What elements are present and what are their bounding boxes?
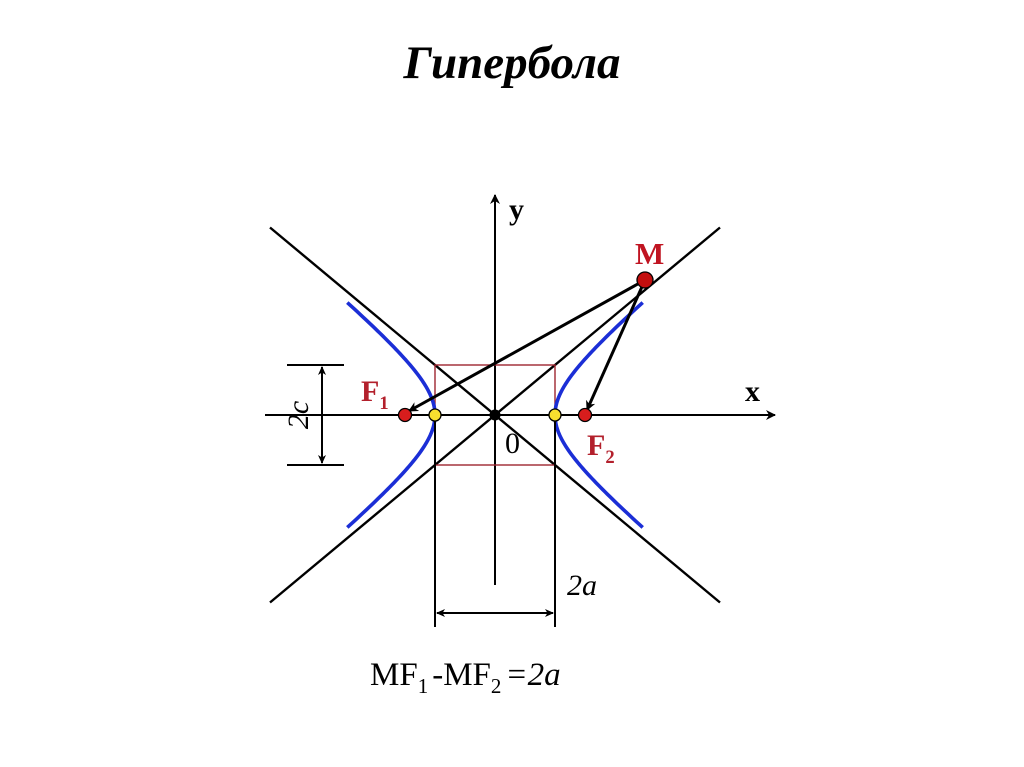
vertex-left bbox=[429, 409, 441, 421]
segment-M-F1 bbox=[409, 280, 645, 411]
label-F1-sub: 1 bbox=[379, 393, 388, 414]
focus-F2 bbox=[579, 409, 592, 422]
label-F2-F: F bbox=[587, 429, 605, 462]
label-M: M bbox=[635, 236, 664, 271]
vertex-right bbox=[549, 409, 561, 421]
eqn-mid: -MF bbox=[432, 657, 491, 693]
label-y-axis: y bbox=[509, 193, 524, 226]
diagram-container: y x M F1 F2 0 2c 2a MF1-MF2=2a bbox=[215, 165, 795, 730]
eqn-MF1: MF bbox=[370, 657, 418, 693]
equation: MF1-MF2=2a bbox=[370, 657, 561, 698]
segment-M-F2 bbox=[587, 280, 645, 410]
point-M bbox=[637, 272, 653, 288]
label-F2: F2 bbox=[587, 429, 615, 468]
page-title: Гипербола bbox=[0, 36, 1024, 90]
label-F1-F: F bbox=[361, 375, 379, 408]
label-F1: F1 bbox=[361, 375, 389, 414]
label-2a: 2a bbox=[567, 569, 597, 602]
label-origin: 0 bbox=[505, 427, 520, 460]
origin-point bbox=[490, 410, 501, 421]
eqn-sub1: 1 bbox=[418, 674, 429, 698]
label-x-axis: x bbox=[745, 375, 760, 408]
eqn-rhs: =2a bbox=[505, 657, 560, 693]
title-text: Гипербола bbox=[404, 37, 621, 89]
label-F2-sub: 2 bbox=[605, 447, 614, 468]
hyperbola-diagram: y x M F1 F2 0 2c 2a MF1-MF2=2a bbox=[215, 165, 795, 725]
focus-F1 bbox=[399, 409, 412, 422]
eqn-sub2: 2 bbox=[491, 674, 502, 698]
label-2c: 2c bbox=[282, 401, 315, 429]
